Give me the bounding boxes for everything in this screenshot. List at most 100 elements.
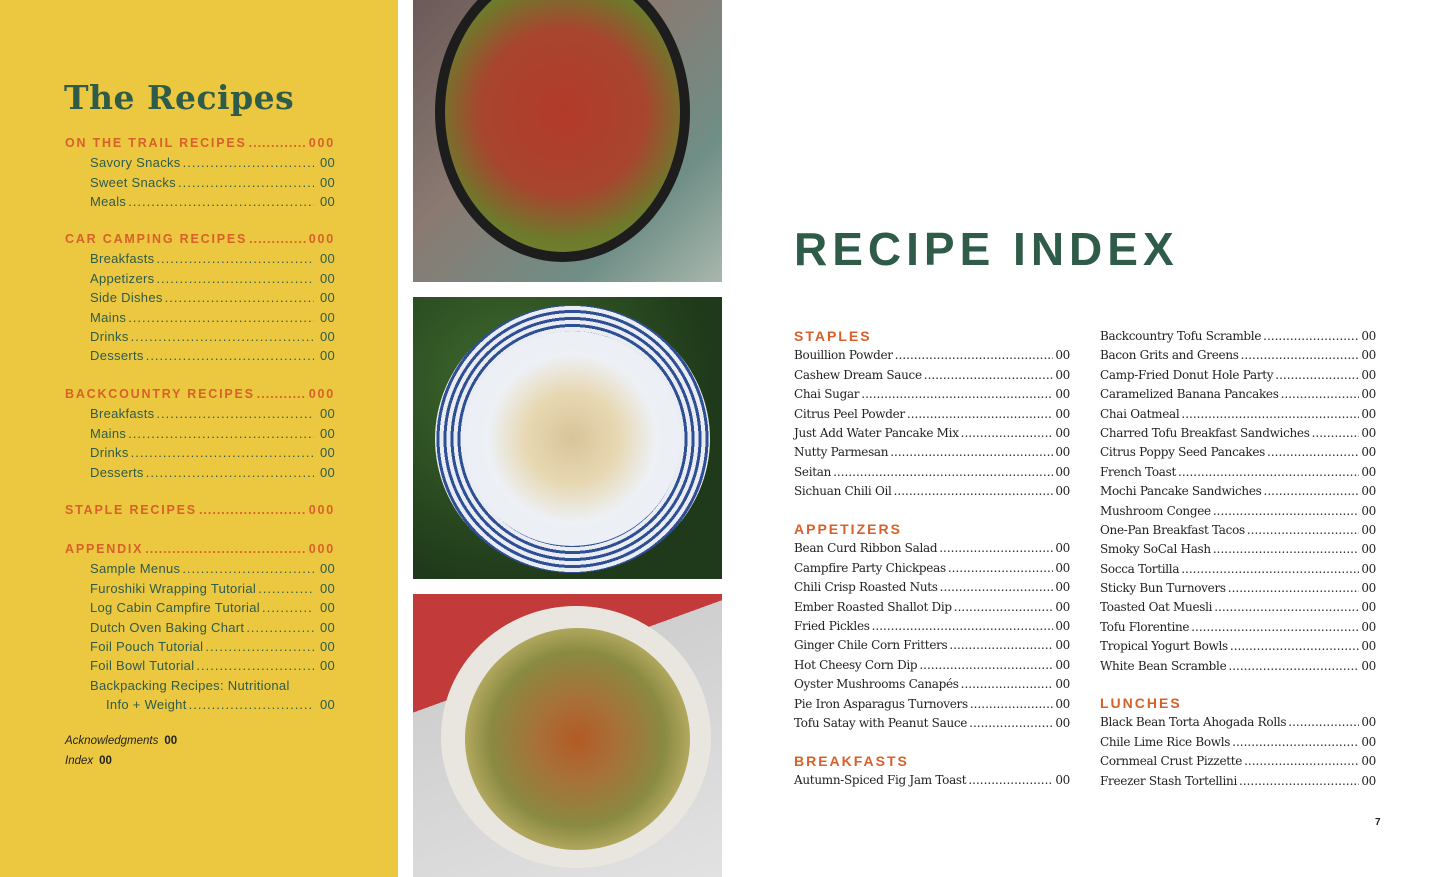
entry-page: 00 [1361, 406, 1376, 421]
index-entry[interactable]: Hot Cheesy Corn Dip 00 [794, 656, 1070, 675]
entry-page: 00 [319, 697, 335, 713]
index-entry[interactable]: Nutty Parmesan 00 [794, 443, 1070, 462]
index-entry[interactable]: White Bean Scramble 00 [1100, 657, 1376, 676]
index-entry[interactable]: Freezer Stash Tortellini 00 [1100, 772, 1376, 791]
toc-item[interactable]: Savory Snacks 00 [65, 153, 335, 172]
index-entry[interactable]: Tofu Florentine 00 [1100, 618, 1376, 637]
index-entry[interactable]: Autumn-Spiced Fig Jam Toast 00 [794, 771, 1070, 790]
index-entry[interactable]: Mochi Pancake Sandwiches 00 [1100, 482, 1376, 501]
toc-section-heading[interactable]: STAPLE RECIPES 000 [65, 501, 335, 520]
index-entry[interactable]: Tofu Satay with Peanut Sauce 00 [794, 714, 1070, 733]
entry-label: Acknowledgments [65, 735, 159, 747]
index-entry[interactable]: Pie Iron Asparagus Turnovers 00 [794, 695, 1070, 714]
index-entry[interactable]: Ember Roasted Shallot Dip 00 [794, 598, 1070, 617]
entry-label: Bacon Grits and Greens [1100, 348, 1239, 363]
index-entry[interactable]: Index 00 [65, 755, 112, 767]
index-entry[interactable]: Citrus Peel Powder 00 [794, 405, 1070, 424]
index-entry[interactable]: Toasted Oat Muesli 00 [1100, 598, 1376, 617]
toc-item[interactable]: Meals 00 [65, 192, 335, 211]
toc-item[interactable]: Breakfasts 00 [65, 404, 335, 423]
toc-item[interactable]: Side Dishes 00 [65, 288, 335, 307]
dot-leader [1247, 521, 1359, 540]
dot-leader [949, 636, 1053, 655]
index-entry[interactable]: Ginger Chile Corn Fritters 00 [794, 636, 1070, 655]
toc-item[interactable]: Breakfasts 00 [65, 249, 335, 268]
index-entry[interactable]: One-Pan Breakfast Tacos 00 [1100, 521, 1376, 540]
dot-leader [961, 424, 1054, 443]
toc-item[interactable]: Foil Bowl Tutorial 00 [65, 656, 335, 675]
index-entry[interactable]: Socca Tortilla 00 [1100, 560, 1376, 579]
entry-label: Backcountry Tofu Scramble [1100, 329, 1262, 343]
index-entry[interactable]: Citrus Poppy Seed Pancakes 00 [1100, 443, 1376, 462]
entry-label: Just Add Water Pancake Mix [794, 425, 959, 440]
toc-section-heading[interactable]: BACKCOUNTRY RECIPES 000 [65, 385, 335, 404]
entry-label: Campfire Party Chickpeas [794, 560, 946, 575]
dot-leader [131, 443, 314, 462]
index-entry[interactable]: Bean Curd Ribbon Salad 00 [794, 539, 1070, 558]
entry-page: 00 [319, 406, 335, 422]
index-entry[interactable]: Cashew Dream Sauce 00 [794, 366, 1070, 385]
toc-section: ON THE TRAIL RECIPES000Savory Snacks00Sw… [65, 134, 335, 212]
toc-item[interactable]: Info + Weight 00 [65, 695, 335, 714]
index-entry[interactable]: Just Add Water Pancake Mix 00 [794, 424, 1070, 443]
toc-item-label-line[interactable]: Backpacking Recipes: Nutritional [90, 677, 290, 693]
index-category-heading: STAPLES [794, 328, 872, 344]
toc-item[interactable]: Dutch Oven Baking Chart 00 [65, 618, 335, 637]
index-entry[interactable]: Oyster Mushrooms Canapés 00 [794, 675, 1070, 694]
toc-item[interactable]: Drinks 00 [65, 443, 335, 462]
acknowledgments-entry[interactable]: Acknowledgments 00 [65, 735, 177, 747]
index-entry[interactable]: Black Bean Torta Ahogada Rolls 00 [1100, 713, 1376, 732]
entry-page: 00 [319, 638, 335, 654]
index-entry[interactable]: Chili Crisp Roasted Nuts 00 [794, 578, 1070, 597]
toc-item[interactable]: Appetizers 00 [65, 269, 335, 288]
entry-page: 00 [319, 309, 335, 325]
section-page: 000 [308, 387, 335, 401]
index-entry[interactable]: Caramelized Banana Pancakes 00 [1100, 385, 1376, 404]
index-entry[interactable]: Sticky Bun Turnovers 00 [1100, 579, 1376, 598]
index-entry[interactable]: Campfire Party Chickpeas 00 [794, 559, 1070, 578]
entry-page: 00 [1361, 658, 1376, 673]
index-entry[interactable]: Fried Pickles 00 [794, 617, 1070, 636]
dot-leader [156, 269, 314, 288]
dot-leader [128, 308, 314, 327]
index-entry[interactable]: Camp-Fried Donut Hole Party 00 [1100, 366, 1376, 385]
index-entry[interactable]: Chai Sugar 00 [794, 385, 1070, 404]
dot-leader [1191, 618, 1359, 637]
toc-item[interactable]: Mains 00 [65, 308, 335, 327]
index-entry[interactable]: Tropical Yogurt Bowls 00 [1100, 637, 1376, 656]
toc-item[interactable]: Foil Pouch Tutorial 00 [65, 637, 335, 656]
dot-leader [1228, 657, 1359, 676]
toc-section-heading[interactable]: APPENDIX 000 [65, 540, 335, 559]
toc-item[interactable]: Desserts 00 [65, 463, 335, 482]
index-entry[interactable]: Seitan 00 [794, 463, 1070, 482]
index-entry[interactable]: Bouillion Powder 00 [794, 346, 1070, 365]
toc-item[interactable]: Drinks 00 [65, 327, 335, 346]
entry-page: 00 [319, 600, 335, 616]
entry-page: 00 [319, 464, 335, 480]
index-entry[interactable]: Sichuan Chili Oil 00 [794, 482, 1070, 501]
index-entry[interactable]: French Toast 00 [1100, 463, 1376, 482]
entry-page: 00 [1361, 619, 1376, 634]
toc-item[interactable]: Log Cabin Campfire Tutorial 00 [65, 598, 335, 617]
index-entry[interactable]: Chile Lime Rice Bowls 00 [1100, 733, 1376, 752]
index-entry[interactable]: Bacon Grits and Greens 00 [1100, 346, 1376, 365]
entry-label: Citrus Peel Powder [794, 406, 905, 421]
index-entry[interactable]: Mushroom Congee 00 [1100, 502, 1376, 521]
index-entry[interactable]: Charred Tofu Breakfast Sandwiches 00 [1100, 424, 1376, 443]
dot-leader [961, 675, 1054, 694]
index-entry[interactable]: Chai Oatmeal 00 [1100, 405, 1376, 424]
toc-item[interactable]: Sweet Snacks 00 [65, 173, 335, 192]
dot-leader [257, 385, 307, 404]
toc-item[interactable]: Sample Menus 00 [65, 559, 335, 578]
index-entry[interactable]: Backcountry Tofu Scramble 00 [1100, 327, 1376, 346]
toc-item[interactable]: Furoshiki Wrapping Tutorial 00 [65, 579, 335, 598]
toc-item[interactable]: Desserts 00 [65, 346, 335, 365]
entry-label: Ginger Chile Corn Fritters [794, 638, 948, 653]
toc-section-heading[interactable]: CAR CAMPING RECIPES 000 [65, 230, 335, 249]
toc-section-heading[interactable]: ON THE TRAIL RECIPES 000 [65, 134, 335, 153]
index-entry[interactable]: Cornmeal Crust Pizzette 00 [1100, 752, 1376, 771]
toc-item[interactable]: Mains 00 [65, 424, 335, 443]
index-entry[interactable]: Smoky SoCal Hash 00 [1100, 540, 1376, 559]
entry-label: Mushroom Congee [1100, 503, 1211, 518]
entry-page: 00 [1055, 348, 1070, 363]
